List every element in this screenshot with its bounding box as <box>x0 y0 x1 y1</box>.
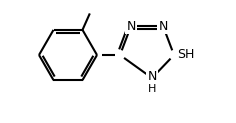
Text: H: H <box>148 84 156 94</box>
Text: SH: SH <box>177 48 194 62</box>
Text: N: N <box>158 20 168 32</box>
Text: N: N <box>147 70 157 84</box>
Text: N: N <box>126 20 136 32</box>
